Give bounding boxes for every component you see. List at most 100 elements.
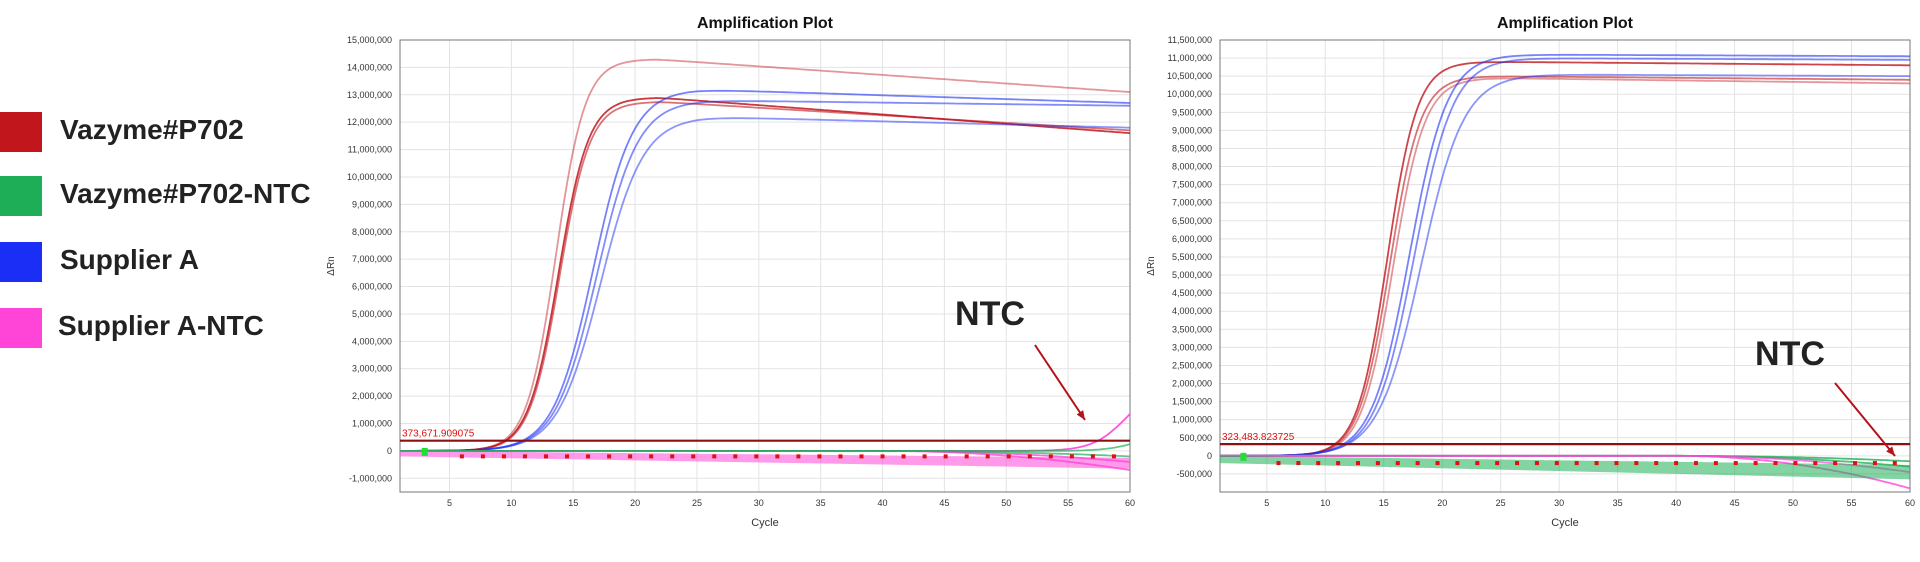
baseline-marker [1753,461,1758,466]
baseline-marker [943,454,948,459]
y-tick-label: 1,500,000 [1172,397,1212,407]
chart-title: Amplification Plot [1497,15,1634,32]
legend-swatch-vazyme-ntc [0,176,42,216]
x-tick-label: 40 [878,498,888,508]
y-tick-label: 1,000,000 [1172,415,1212,425]
x-tick-label: 55 [1847,498,1857,508]
x-tick-label: 35 [1613,498,1623,508]
baseline-marker [1853,461,1858,466]
x-tick-label: 30 [1554,498,1564,508]
baseline-marker [1006,454,1011,459]
legend-item-supplier-a: Supplier A [0,238,345,282]
baseline-marker [1515,461,1520,466]
baseline-marker [607,454,612,459]
y-tick-label: 9,000,000 [352,199,392,209]
start-marker [421,447,428,456]
series-line [1220,75,1910,457]
y-tick-label: 2,500,000 [1172,360,1212,370]
x-axis-label: Cycle [751,517,779,529]
series-line [1220,454,1911,473]
baseline-marker [1554,461,1559,466]
y-tick-label: 1,000,000 [352,419,392,429]
baseline-marker [544,454,548,459]
y-tick-label: 8,500,000 [1172,143,1212,153]
baseline-marker [964,454,969,459]
baseline-marker [1693,461,1698,466]
ntc-arrow-line [1034,344,1086,421]
baseline-marker [1534,461,1539,466]
y-tick-label: 4,500,000 [1172,288,1212,298]
baseline-marker [1356,461,1360,466]
baseline-marker [1813,461,1818,466]
x-tick-label: 15 [1379,498,1389,508]
baseline-marker [817,454,822,459]
series-line [400,450,1131,458]
y-tick-label: 11,000,000 [348,145,392,155]
x-tick-label: 45 [939,498,949,508]
legend-item-vazyme: Vazyme#P702 [0,108,345,152]
baseline-marker [796,454,801,459]
y-tick-label: -500,000 [1176,469,1212,479]
y-tick-label: -1,000,000 [349,473,392,483]
y-tick-label: 8,000,000 [352,227,392,237]
y-tick-label: 2,000,000 [1172,379,1212,389]
start-marker [1240,452,1247,461]
x-tick-label: 15 [568,498,578,508]
plot-frame [1219,39,1911,493]
baseline-marker [922,454,927,459]
baseline-marker [1833,461,1838,466]
legend-swatch-supplier-a [0,242,42,282]
baseline-marker [1475,461,1480,466]
baseline-marker [649,454,654,459]
baseline-marker [1495,461,1500,466]
legend-swatch-supplier-a-ntc [0,308,42,348]
series-line [400,101,1131,452]
x-tick-label: 60 [1905,498,1915,508]
y-tick-label: 0 [387,446,392,456]
baseline-marker [1048,454,1053,459]
legend-label-supplier-a: Supplier A [60,244,199,275]
baseline-marker [480,454,485,459]
y-tick-label: 3,500,000 [1172,324,1212,334]
baseline-marker [1296,461,1301,466]
baseline-marker [1455,461,1460,466]
y-tick-label: 4,000,000 [352,336,392,346]
x-tick-label: 35 [816,498,826,508]
baseline-marker [1872,461,1877,466]
y-tick-label: 10,000,000 [1167,89,1212,99]
baseline-marker [1733,461,1738,466]
baseline-marker [670,454,675,459]
baseline-marker [1793,461,1798,466]
threshold-label: 323,483.823725 [1222,432,1295,443]
ntc-arrow-line [1834,382,1896,457]
y-tick-label: 11,500,000 [1168,35,1212,45]
series-line [1220,53,1910,457]
x-tick-label: 50 [1001,498,1011,508]
y-tick-label: 6,000,000 [352,282,392,292]
plot-frame [399,39,1131,493]
x-tick-label: 25 [692,498,702,508]
legend-label-supplier-a-ntc: Supplier A-NTC [58,310,264,341]
baseline-noise-band [400,450,1130,469]
baseline-marker [733,454,738,459]
x-tick-label: 30 [754,498,764,508]
y-tick-label: 7,000,000 [1172,198,1212,208]
baseline-marker [691,454,696,459]
baseline-marker [459,454,464,459]
y-tick-label: 15,000,000 [347,35,392,45]
y-tick-label: 11,000,000 [1168,53,1212,63]
chart-title: Amplification Plot [697,15,834,32]
ntc-annotation: NTC [955,295,1025,333]
legend-item-supplier-a-ntc: Supplier A-NTC [0,304,345,348]
y-tick-label: 9,500,000 [1172,107,1212,117]
y-tick-label: 6,500,000 [1172,216,1212,226]
x-tick-label: 45 [1730,498,1740,508]
y-tick-label: 4,000,000 [1172,306,1212,316]
baseline-marker [1069,454,1074,459]
baseline-marker [754,454,759,459]
y-axis-label: ΔRn [1146,256,1157,275]
baseline-marker [501,454,506,459]
y-tick-label: 5,500,000 [1172,252,1212,262]
baseline-marker [1027,454,1032,459]
y-tick-label: 10,500,000 [1167,71,1212,81]
